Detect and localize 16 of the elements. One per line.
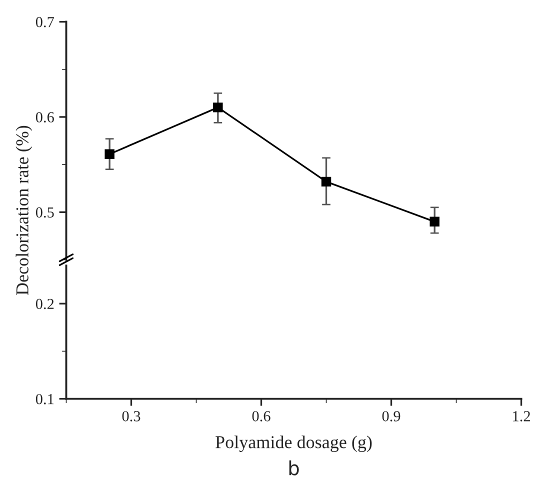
point <box>213 102 223 112</box>
text: b <box>289 460 299 476</box>
x-tick-label: 1.2 <box>513 411 530 422</box>
x-tick-label: 0.6 <box>252 411 270 422</box>
point <box>104 149 114 159</box>
y-tick-label: 0.2 <box>36 298 54 310</box>
x-tick-label: 0.9 <box>382 411 400 422</box>
y-tick-label: 0.6 <box>36 112 54 122</box>
y-tick-label: 0.1 <box>36 394 54 404</box>
point <box>321 176 332 187</box>
y-axis-title: Decolorization rate (%) <box>16 126 32 295</box>
point <box>430 216 440 227</box>
y-tick-label: 0.5 <box>36 207 54 218</box>
y-tick-label: 0.7 <box>36 16 54 28</box>
x-tick-label: 0.3 <box>122 411 140 422</box>
x-axis-title: Polyamide dosage (g) <box>216 436 372 452</box>
